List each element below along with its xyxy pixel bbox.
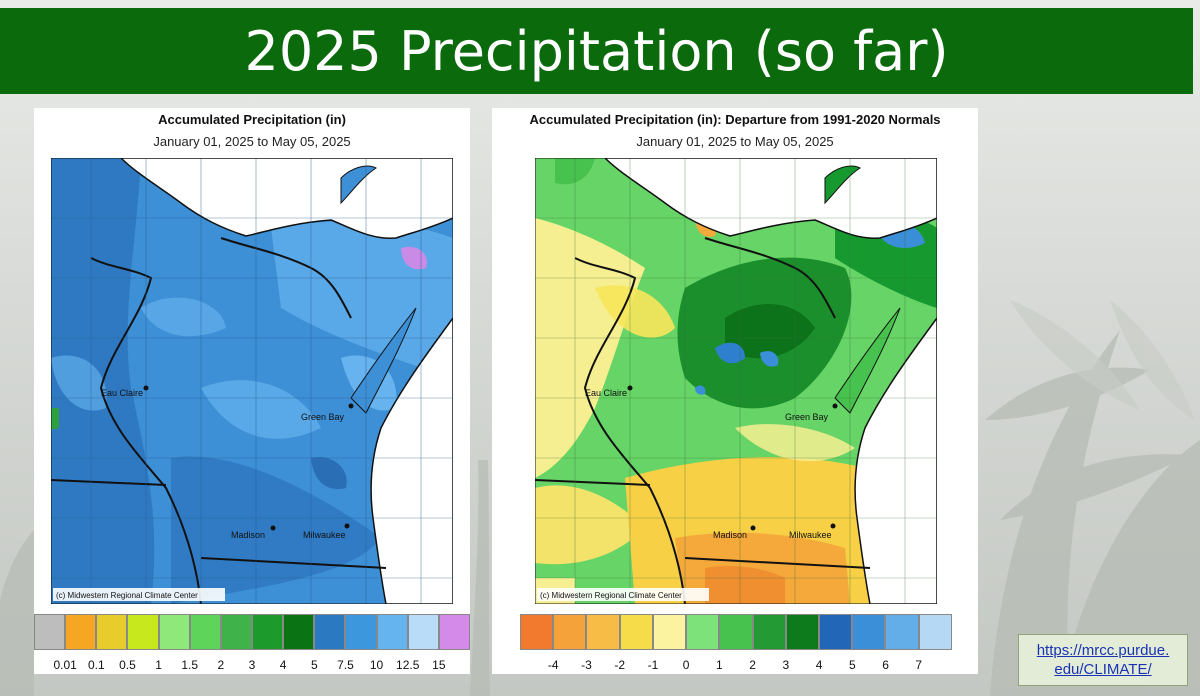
city-dot — [832, 403, 838, 409]
source-link-line-2[interactable]: edu/CLIMATE/ — [1054, 661, 1152, 678]
legend-tick-label: 0.5 — [119, 658, 136, 672]
source-link-box[interactable]: https://mrcc.purdue. edu/CLIMATE/ — [1018, 634, 1188, 686]
city-label-milwaukee: Milwaukee — [789, 530, 832, 540]
legend-tick-label: 7 — [915, 658, 923, 672]
legend-tick-label: 2 — [749, 658, 756, 672]
legend-swatch — [189, 614, 221, 650]
legend-tick-label: 0 — [682, 658, 690, 672]
legend-swatch — [852, 614, 886, 650]
precipitation-legend — [34, 614, 470, 650]
slide-title: 2025 Precipitation (so far) — [0, 8, 1193, 94]
legend-swatch — [438, 614, 470, 650]
legend-swatch — [520, 614, 554, 650]
lake-michigan — [854, 316, 937, 604]
legend-tick-label: 12.5 — [396, 658, 420, 672]
legend-swatch — [686, 614, 720, 650]
legend-swatch — [251, 614, 284, 650]
city-label-eau-claire: Eau Claire — [585, 388, 627, 398]
legend-swatch — [818, 614, 853, 650]
precipitation-map: Eau Claire Green Bay Madison Milwaukee (… — [51, 158, 453, 604]
legend-tick-label: 7.5 — [337, 658, 354, 672]
legend-swatch — [220, 614, 252, 650]
accumulated-precipitation-panel: Accumulated Precipitation (in) January 0… — [34, 108, 470, 674]
legend-swatch — [283, 614, 315, 650]
map-credit: (c) Midwestern Regional Climate Center — [540, 591, 682, 600]
legend-tick-label: 3 — [782, 658, 790, 672]
legend-tick-label: 6 — [882, 658, 889, 672]
legend-swatch — [586, 614, 620, 650]
legend-tick-label: 1 — [716, 658, 723, 672]
city-dot — [143, 385, 149, 391]
legend-tick-label: 1 — [155, 658, 162, 672]
legend-tick-label: -2 — [614, 658, 626, 672]
legend-swatch — [719, 614, 753, 650]
legend-swatch — [553, 614, 587, 650]
map-title: Accumulated Precipitation (in): Departur… — [529, 112, 941, 127]
departure-legend — [520, 614, 952, 650]
source-link-line-1[interactable]: https://mrcc.purdue. — [1036, 642, 1170, 659]
city-dot — [270, 525, 276, 531]
state-border-west — [574, 257, 686, 604]
county-lines — [535, 158, 937, 604]
legend-tick-label: 0.1 — [87, 658, 105, 672]
city-label-green-bay: Green Bay — [785, 412, 829, 422]
legend-tick-label: 5 — [848, 658, 856, 672]
city-label-milwaukee: Milwaukee — [303, 530, 346, 540]
city-dot — [627, 385, 633, 391]
legend-swatch — [34, 614, 66, 650]
map-title: Accumulated Precipitation (in) — [158, 112, 346, 127]
city-dot — [750, 525, 756, 531]
legend-swatch — [345, 614, 377, 650]
legend-swatch — [652, 614, 687, 650]
legend-tick-label: 2 — [217, 658, 225, 672]
city-dot — [830, 523, 836, 529]
city-label-green-bay: Green Bay — [301, 412, 345, 422]
city-label-madison: Madison — [231, 530, 265, 540]
legend-tick-label: -4 — [547, 658, 559, 672]
county-lines — [51, 158, 453, 604]
precipitation-departure-panel: Accumulated Precipitation (in): Departur… — [492, 108, 978, 674]
legend-swatch — [752, 614, 786, 650]
lake-michigan — [370, 316, 453, 604]
legend-swatch — [96, 614, 128, 650]
legend-tick-label: 4 — [279, 658, 287, 672]
city-label-madison: Madison — [713, 530, 747, 540]
city-label-eau-claire: Eau Claire — [101, 388, 143, 398]
legend-swatch — [785, 614, 819, 650]
precipitation-legend-ticks: 0.01 0.1 0.5 1 1.5 2 3 4 5 7.5 10 12.5 15 — [34, 658, 470, 674]
city-dot — [348, 403, 354, 409]
legend-swatch — [885, 614, 919, 650]
legend-swatch — [619, 614, 653, 650]
legend-tick-label: 3 — [248, 658, 256, 672]
departure-map: Eau Claire Green Bay Madison Milwaukee (… — [535, 158, 937, 604]
legend-swatch — [376, 614, 408, 650]
legend-tick-label: 10 — [369, 658, 384, 672]
legend-swatch — [158, 614, 190, 650]
legend-tick-label: -1 — [647, 658, 659, 672]
legend-tick-label: 1.5 — [181, 658, 199, 672]
legend-swatch — [127, 614, 159, 650]
departure-legend-ticks: -4 -3 -2 -1 0 1 2 3 4 5 6 7 — [520, 658, 952, 674]
legend-tick-label: -3 — [581, 658, 592, 672]
state-border-west — [90, 257, 202, 604]
map-credit: (c) Midwestern Regional Climate Center — [56, 591, 198, 600]
map-subtitle: January 01, 2025 to May 05, 2025 — [636, 134, 834, 149]
legend-tick-label: 4 — [815, 658, 823, 672]
legend-tick-label: 15 — [432, 658, 446, 672]
legend-tick-label: 5 — [310, 658, 318, 672]
legend-swatch — [407, 614, 439, 650]
legend-swatch — [65, 614, 97, 650]
city-dot — [344, 523, 350, 529]
legend-swatch — [918, 614, 952, 650]
legend-swatch — [314, 614, 346, 650]
legend-tick-label: 0.01 — [53, 658, 77, 672]
map-subtitle: January 01, 2025 to May 05, 2025 — [153, 134, 351, 149]
